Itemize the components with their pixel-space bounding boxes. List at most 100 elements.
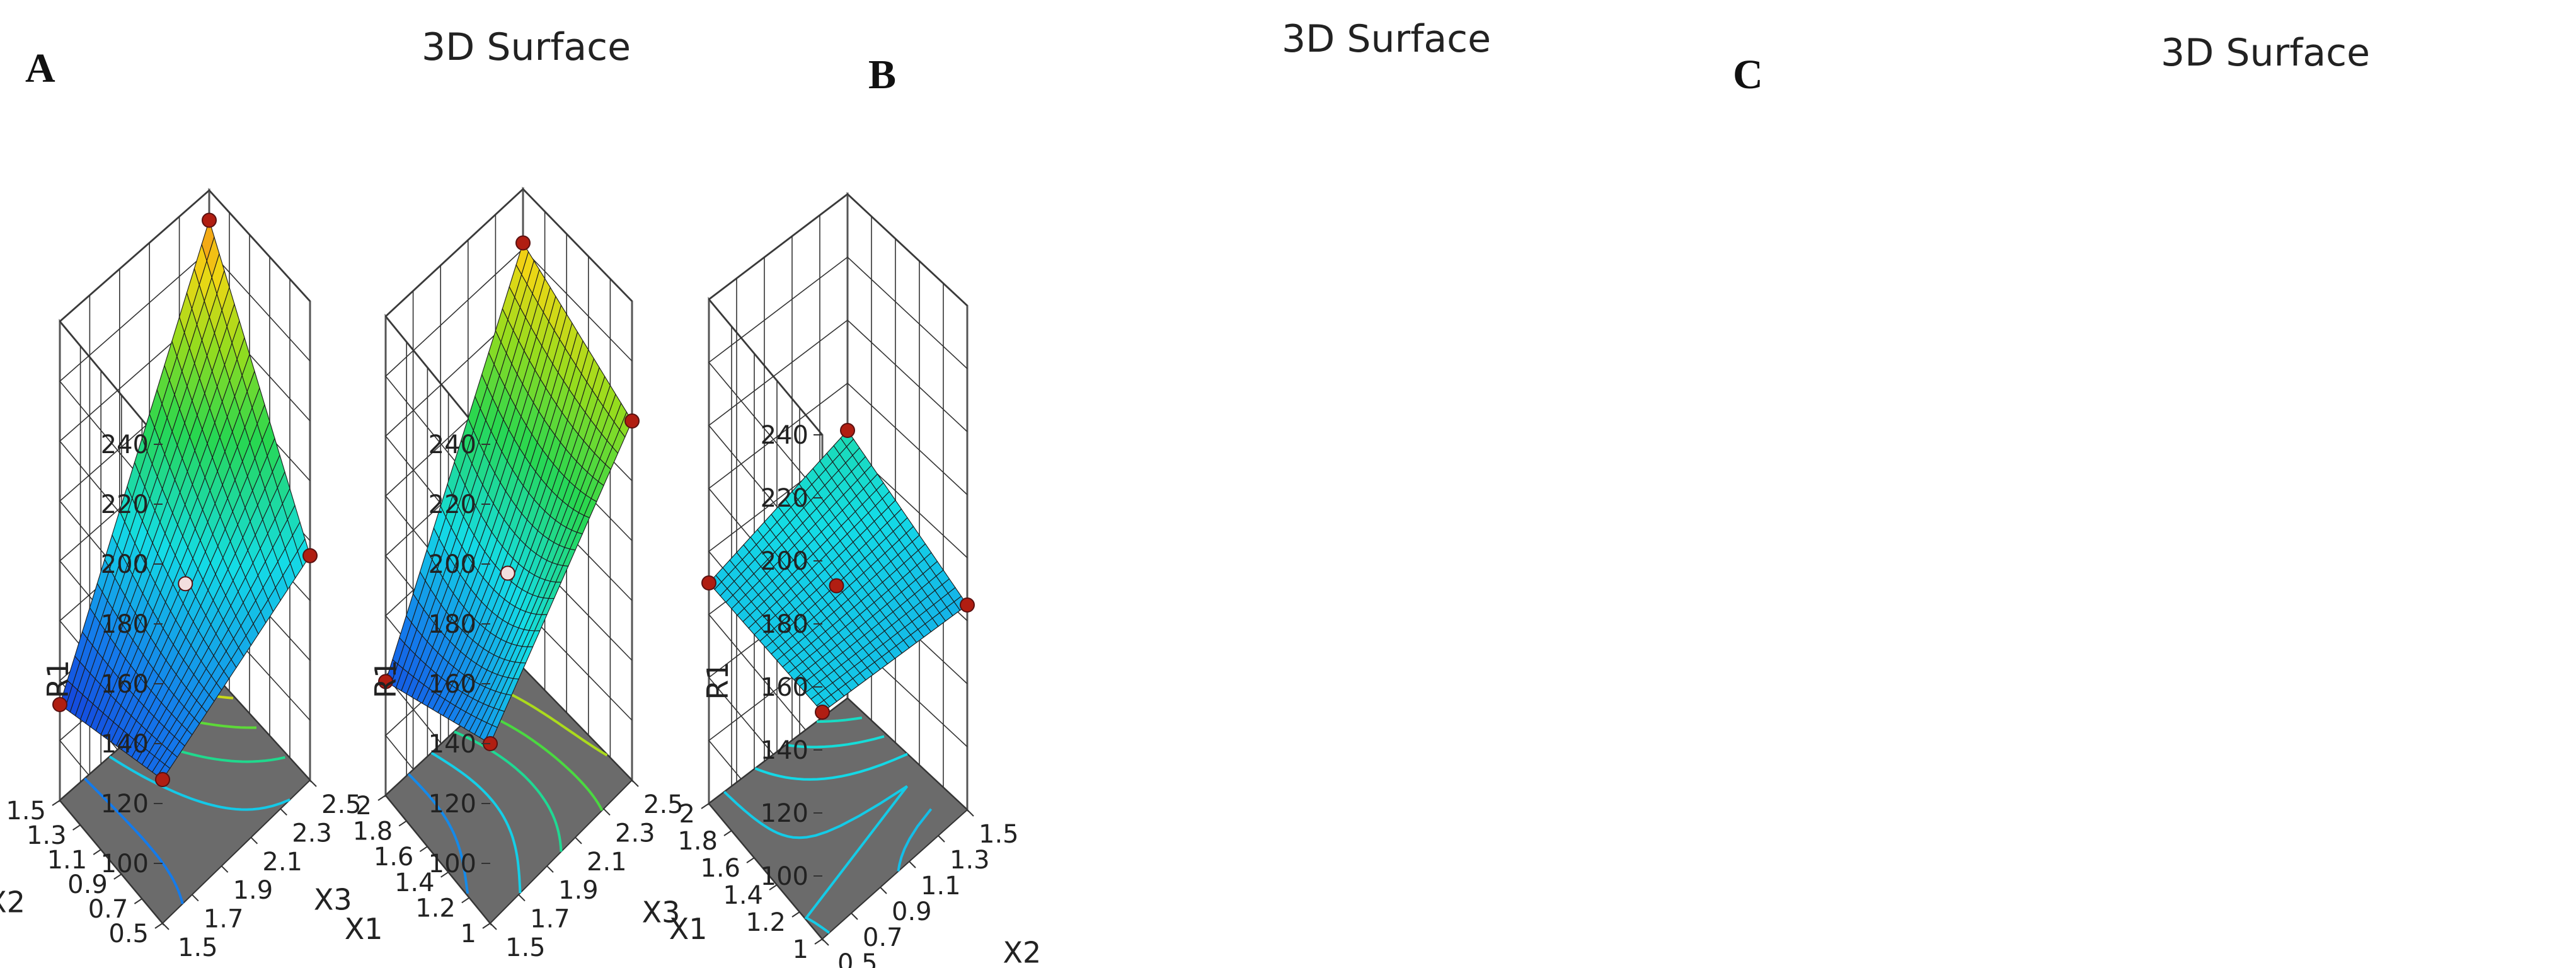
z-tick-label: 200 [428,550,476,579]
wall-z-gridline [59,309,311,565]
wall-z-gridline [708,319,968,562]
y-tick-mark [461,897,470,904]
x-tick-label: 1.1 [921,872,961,901]
x-tick-mark [851,913,858,920]
x-axis-label: X1 [345,912,383,946]
z-tick-label: 100 [761,862,808,891]
z-tick-label: 100 [428,850,476,879]
y-axis-label: X2 [0,885,25,919]
x-tick-label: 1.9 [558,876,599,905]
contour-line [84,777,184,904]
x-tick-label: 2.3 [615,819,655,848]
contour-line [454,730,563,852]
contour-line [897,808,933,872]
design-point [155,772,170,787]
y-tick-mark [769,884,778,890]
panel-c: C 3D Surface 100 120 140 160 180 200 220 240 R1 0… [642,31,2370,968]
x-tick-mark [575,837,582,844]
z-tick-label: 120 [428,790,476,819]
design-point [701,575,716,591]
design-point [515,235,531,251]
y-tick-label: 1.6 [700,854,740,883]
z-axis-label: R1 [369,660,403,698]
z-tick-label: 160 [761,673,808,702]
x-tick-mark [880,887,887,894]
x-tick-label: 1.9 [233,876,273,905]
y-tick-label: 1.6 [374,843,414,872]
z-tick-label: 240 [761,421,808,450]
design-point [378,674,393,689]
y-tick-mark [113,873,122,880]
contour-line [785,735,885,749]
x-tick-label: 1.7 [530,905,570,934]
x-tick-mark [967,809,974,817]
x-tick-label: 1.5 [979,820,1019,849]
z-tick-label: 140 [761,736,808,765]
z-tick-label: 160 [428,670,476,699]
z-tick-label: 100 [101,850,149,879]
z-tick-label: 120 [101,790,149,819]
y-tick-mark [93,849,101,855]
y-tick-mark [72,824,81,831]
x-tick-mark [162,923,170,930]
design-point [500,565,515,581]
y-tick-mark [134,898,142,904]
x-tick-mark [631,780,639,787]
y-tick-mark [377,795,386,801]
y-tick-label: 1.8 [353,817,393,846]
wall-z-gridline [59,189,311,445]
z-tick-label: 160 [101,670,149,699]
y-axis-label: X3 [314,883,352,917]
y-tick-label: 1 [461,919,476,948]
y-tick-label: 1.2 [745,908,786,937]
y-tick-label: 0.5 [108,919,149,948]
x-tick-mark [603,808,611,816]
x-tick-mark [221,865,229,873]
x-axis-label: X1 [669,912,708,946]
y-tick-mark [701,803,710,809]
x-tick-mark [192,894,199,902]
y-tick-label: 1.3 [26,821,67,850]
x-tick-mark [909,861,916,868]
z-axis-label: R1 [41,660,75,698]
y-tick-label: 0.9 [67,870,108,899]
contour-line [499,688,608,757]
x-tick-label: 0.5 [837,949,878,968]
x-tick-label: 1.7 [204,905,244,934]
y-tick-label: 1.2 [415,894,456,923]
contour-line [430,751,522,894]
panel-label-a: A [25,45,55,91]
z-tick-label: 140 [101,730,149,759]
panel-a: A 3D Surface 100 120 140 160 180 200 220 240 R1 1… [0,25,631,962]
x-tick-mark [309,780,317,787]
x-tick-label: 2.1 [587,848,627,877]
z-tick-label: 180 [101,610,149,639]
design-point [840,423,855,438]
design-point [829,578,844,594]
wall-z-gridline [708,193,968,435]
x-tick-label: 2.5 [321,790,362,819]
x-tick-label: 1.3 [950,846,990,875]
design-point [202,212,217,228]
panel-b: B 3D Surface 100 120 140 160 180 200 220 240 R1 1… [314,17,1491,962]
x-axis-label: X2 [1003,935,1042,968]
design-point [624,413,640,429]
x-tick-label: 0.9 [892,897,932,926]
design-point [960,597,975,613]
y-tick-mark [398,820,407,827]
contour-floor [708,697,969,940]
chart-title-c: 3D Surface [2161,31,2370,75]
y-tick-label: 1.8 [677,827,718,856]
y-tick-label: 0.7 [88,895,129,924]
contour-line [108,755,290,811]
y-tick-mark [814,938,823,945]
z-tick-label: 180 [761,610,808,639]
panel-label-c: C [1733,52,1763,98]
wall-z-gridline [384,188,633,445]
z-tick-label: 140 [428,730,476,759]
wall-z-gridline [708,256,968,498]
z-tick-label: 180 [428,610,476,639]
x-tick-label: 2.3 [292,819,332,848]
z-tick-label: 200 [761,547,808,576]
y-tick-label: 2 [356,792,372,821]
